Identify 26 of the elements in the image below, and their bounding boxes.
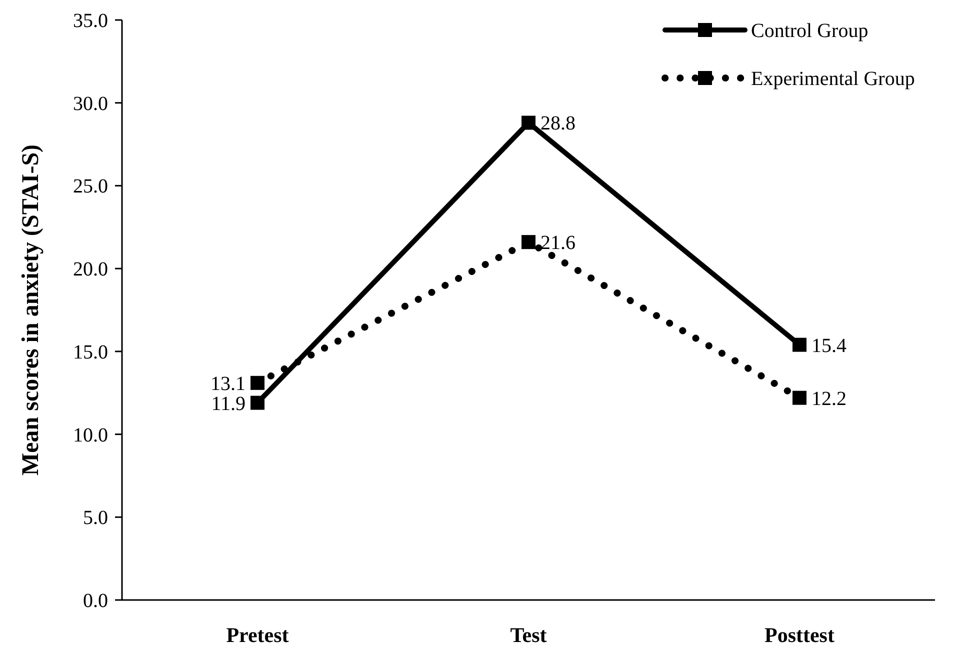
y-tick-label: 20.0 <box>73 258 108 281</box>
data-label: 21.6 <box>540 232 576 254</box>
data-label: 28.8 <box>540 112 576 135</box>
point <box>250 376 264 390</box>
y-tick-label: 5.0 <box>83 507 108 530</box>
legend-label: Experimental Group <box>751 68 915 90</box>
x-tick-label: Test <box>510 623 547 647</box>
legend-label: Control Group <box>751 20 868 42</box>
point <box>250 396 264 410</box>
x-tick-label: Pretest <box>226 623 289 647</box>
x-tick-label: Posttest <box>764 623 834 647</box>
y-tick-label: 25.0 <box>73 176 108 198</box>
y-tick-label: 15.0 <box>73 341 108 364</box>
point <box>522 116 536 130</box>
point <box>792 338 806 352</box>
point <box>792 390 806 405</box>
point <box>522 235 536 250</box>
y-tick-label: 35.0 <box>73 10 108 32</box>
data-label: 13.1 <box>210 372 246 395</box>
y-axis-title: Mean scores in anxiety (STAI-S) <box>18 144 44 476</box>
y-tick-label: 30.0 <box>73 92 108 115</box>
data-label: 12.2 <box>812 388 846 410</box>
y-tick-label: 10.0 <box>73 424 108 446</box>
data-label: 11.9 <box>211 392 246 415</box>
data-label: 15.4 <box>812 334 846 357</box>
y-tick-label: 0.0 <box>83 590 108 612</box>
